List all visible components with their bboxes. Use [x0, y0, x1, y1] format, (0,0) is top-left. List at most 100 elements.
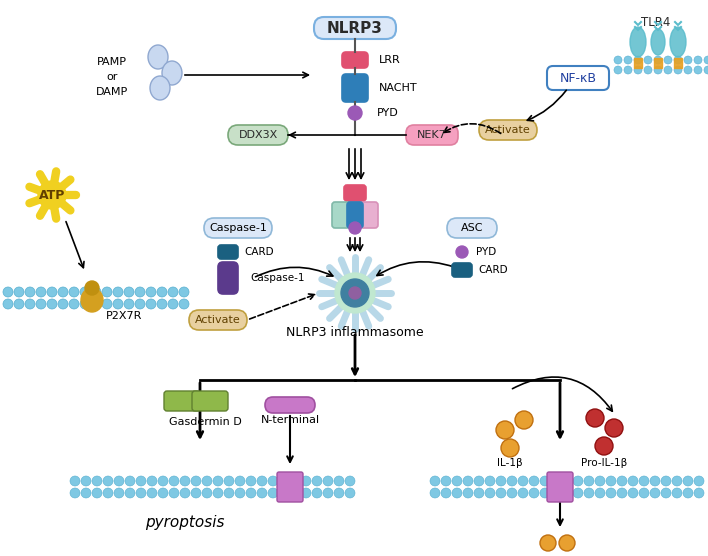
Circle shape	[463, 488, 473, 498]
Circle shape	[672, 476, 682, 486]
Circle shape	[301, 488, 311, 498]
Circle shape	[683, 476, 693, 486]
Ellipse shape	[150, 76, 170, 100]
Circle shape	[628, 488, 638, 498]
Circle shape	[38, 181, 66, 209]
Circle shape	[617, 488, 627, 498]
Text: NLRP3 inflammasome: NLRP3 inflammasome	[286, 326, 424, 340]
FancyBboxPatch shape	[192, 391, 228, 411]
FancyBboxPatch shape	[189, 310, 247, 330]
Circle shape	[268, 488, 278, 498]
Circle shape	[634, 66, 642, 74]
Circle shape	[191, 476, 201, 486]
Text: PYD: PYD	[476, 247, 496, 257]
Circle shape	[125, 476, 135, 486]
Circle shape	[81, 488, 91, 498]
Circle shape	[125, 488, 135, 498]
Circle shape	[147, 476, 157, 486]
FancyBboxPatch shape	[314, 17, 396, 39]
Circle shape	[81, 476, 91, 486]
Circle shape	[559, 535, 575, 551]
Circle shape	[334, 488, 344, 498]
FancyBboxPatch shape	[547, 66, 609, 90]
Circle shape	[91, 287, 101, 297]
Circle shape	[684, 56, 692, 64]
Circle shape	[485, 476, 495, 486]
Bar	[654, 58, 662, 68]
Circle shape	[605, 419, 623, 437]
Text: NF-κB: NF-κB	[559, 72, 597, 85]
Circle shape	[694, 476, 704, 486]
FancyBboxPatch shape	[342, 52, 368, 68]
Circle shape	[674, 66, 682, 74]
Ellipse shape	[670, 27, 686, 57]
Circle shape	[474, 476, 484, 486]
Circle shape	[584, 488, 594, 498]
Circle shape	[496, 488, 506, 498]
Ellipse shape	[148, 45, 168, 69]
Circle shape	[103, 488, 113, 498]
Text: Caspase-1: Caspase-1	[250, 273, 304, 283]
Circle shape	[639, 488, 649, 498]
Circle shape	[202, 476, 212, 486]
Circle shape	[704, 66, 708, 74]
Text: CARD: CARD	[244, 247, 273, 257]
Circle shape	[58, 287, 68, 297]
Text: ASC: ASC	[461, 223, 484, 233]
Circle shape	[551, 476, 561, 486]
Circle shape	[573, 488, 583, 498]
FancyBboxPatch shape	[547, 472, 573, 502]
Text: Caspase-1: Caspase-1	[209, 223, 267, 233]
Circle shape	[180, 488, 190, 498]
Circle shape	[551, 488, 561, 498]
Circle shape	[180, 476, 190, 486]
Circle shape	[672, 488, 682, 498]
Circle shape	[474, 488, 484, 498]
Circle shape	[135, 287, 145, 297]
Circle shape	[224, 476, 234, 486]
Circle shape	[501, 439, 519, 457]
Circle shape	[485, 488, 495, 498]
Circle shape	[628, 476, 638, 486]
Circle shape	[584, 476, 594, 486]
Circle shape	[312, 488, 322, 498]
FancyBboxPatch shape	[228, 125, 288, 145]
Ellipse shape	[162, 61, 182, 85]
Circle shape	[80, 287, 90, 297]
Text: CARD: CARD	[478, 265, 508, 275]
Circle shape	[684, 66, 692, 74]
Circle shape	[246, 488, 256, 498]
Circle shape	[595, 437, 613, 455]
Circle shape	[624, 56, 632, 64]
Circle shape	[169, 488, 179, 498]
Circle shape	[529, 476, 539, 486]
Circle shape	[169, 476, 179, 486]
Circle shape	[102, 299, 112, 309]
Circle shape	[595, 476, 605, 486]
Circle shape	[614, 66, 622, 74]
Circle shape	[103, 476, 113, 486]
Circle shape	[562, 488, 572, 498]
FancyBboxPatch shape	[218, 262, 238, 294]
Circle shape	[92, 476, 102, 486]
FancyBboxPatch shape	[360, 202, 378, 228]
Circle shape	[624, 66, 632, 74]
Circle shape	[683, 488, 693, 498]
Circle shape	[124, 287, 134, 297]
Text: Activate: Activate	[485, 125, 531, 135]
Circle shape	[69, 287, 79, 297]
Circle shape	[617, 476, 627, 486]
Circle shape	[507, 476, 517, 486]
Circle shape	[135, 299, 145, 309]
Circle shape	[463, 476, 473, 486]
Circle shape	[25, 299, 35, 309]
Text: IL-1β: IL-1β	[497, 458, 523, 468]
Ellipse shape	[630, 27, 646, 57]
Circle shape	[441, 476, 451, 486]
Circle shape	[47, 299, 57, 309]
Circle shape	[58, 299, 68, 309]
Circle shape	[518, 476, 528, 486]
Circle shape	[430, 476, 440, 486]
Circle shape	[654, 66, 662, 74]
Circle shape	[650, 476, 660, 486]
